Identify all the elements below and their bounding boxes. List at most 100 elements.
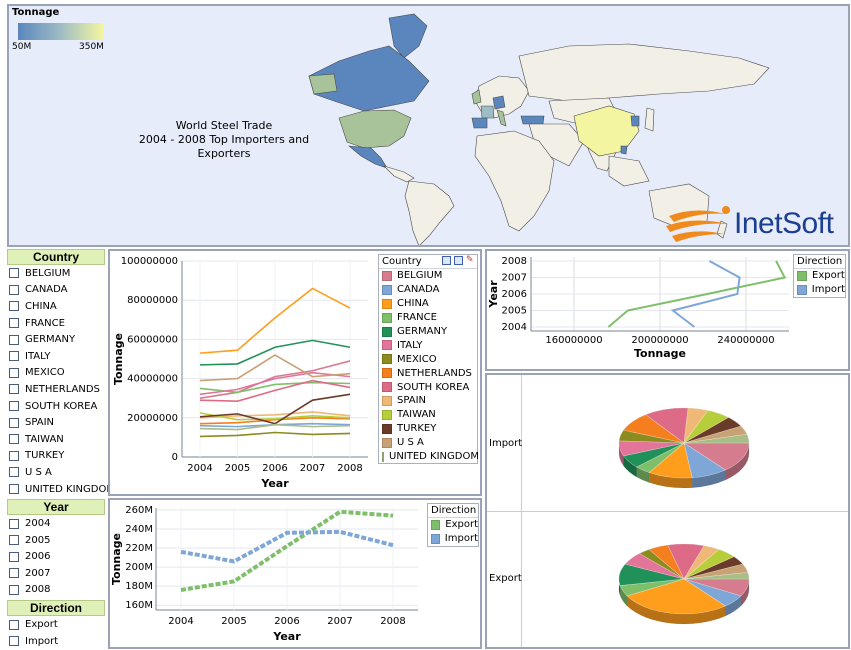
legend-item[interactable]: ITALY (379, 338, 477, 352)
x-tick-label: 2004 (168, 616, 193, 627)
series-line (199, 431, 351, 438)
direction-pie-chart[interactable] (487, 375, 848, 647)
map-region-spain (471, 117, 488, 129)
checkbox-icon[interactable] (9, 417, 19, 428)
pie-slice (645, 407, 689, 444)
series-line (199, 379, 351, 402)
legend-item[interactable]: FRANCE (379, 311, 477, 325)
legend-label: SPAIN (397, 395, 427, 407)
filter-item-year[interactable]: 2006 (7, 549, 105, 566)
x-axis-label: Year (272, 630, 301, 643)
checkbox-icon[interactable] (9, 568, 19, 579)
country-tonnage-chart[interactable]: 0 20000000 40000000 60000000 80000000 1000000… (110, 251, 480, 494)
filter-item-country[interactable]: NETHERLANDS (7, 381, 105, 398)
filter-item-year[interactable]: 2007 (7, 565, 105, 582)
filter-item-year[interactable]: 2008 (7, 582, 105, 599)
filter-item-country[interactable]: CHINA (7, 298, 105, 315)
filter-item-country[interactable]: TURKEY (7, 448, 105, 465)
checkbox-icon[interactable] (9, 535, 19, 546)
edit-icon[interactable]: ✎ (466, 255, 474, 265)
filter-item-country[interactable]: U S A (7, 464, 105, 481)
filter-item-country[interactable]: UNITED KINGDOM (7, 481, 115, 498)
series-line (180, 509, 394, 592)
legend-item[interactable]: TAIWAN (379, 408, 477, 422)
window-icon[interactable] (454, 256, 463, 265)
checkbox-icon[interactable] (9, 619, 19, 630)
checkbox-icon[interactable] (9, 434, 19, 445)
legend-item[interactable]: BELGIUM (379, 269, 477, 283)
checkbox-icon[interactable] (9, 401, 19, 412)
direction-chart-legend[interactable]: Direction Export Import (427, 503, 479, 547)
filter-item-country[interactable]: TAIWAN (7, 431, 105, 448)
legend-item[interactable]: Export (428, 518, 478, 532)
checkbox-icon[interactable] (9, 301, 19, 312)
legend-label: NETHERLANDS (397, 367, 472, 379)
country-chart-legend[interactable]: Country ✎ BELGIUM CANADA CHINA FRANCE GERMAN… (378, 254, 479, 465)
filter-item-country[interactable]: CANADA (7, 282, 105, 299)
checkbox-icon[interactable] (9, 334, 19, 345)
legend-swatch (382, 451, 384, 462)
checkbox-icon[interactable] (9, 636, 19, 647)
map-legend-title: Tonnage (12, 7, 60, 18)
legend-item[interactable]: U S A (379, 436, 477, 450)
checkbox-icon[interactable] (9, 284, 19, 295)
year-chart-legend[interactable]: Direction Export Import (793, 254, 846, 298)
pie-slice (626, 578, 727, 615)
y-tick-label: 2004 (502, 322, 527, 333)
checkbox-icon[interactable] (9, 551, 19, 562)
filter-item-label: BELGIUM (25, 267, 71, 279)
checkbox-icon[interactable] (9, 450, 19, 461)
checkbox-icon[interactable] (9, 467, 19, 478)
checkbox-icon[interactable] (9, 484, 19, 495)
pie-slice (683, 442, 727, 479)
filter-item-direction[interactable]: Export (7, 616, 105, 633)
filter-item-label: FRANCE (25, 317, 65, 329)
filter-item-country[interactable]: BELGIUM (7, 265, 105, 282)
checkbox-icon[interactable] (9, 268, 19, 279)
legend-item[interactable]: GERMANY (379, 325, 477, 339)
filter-panel: Country BELGIUM CANADA CHINA FRANCE GERM… (7, 249, 115, 650)
world-map[interactable] (9, 6, 850, 247)
legend-item[interactable]: Import (794, 283, 845, 297)
checkbox-icon[interactable] (9, 584, 19, 595)
legend-item[interactable]: Import (428, 532, 478, 546)
x-tick-label: 2007 (327, 616, 352, 627)
filter-item-country[interactable]: ITALY (7, 348, 105, 365)
legend-item[interactable]: CHINA (379, 297, 477, 311)
legend-item[interactable]: SPAIN (379, 394, 477, 408)
checkbox-icon[interactable] (9, 318, 19, 329)
year-vs-tonnage-chart[interactable]: 2004 2005 2006 2007 2008 160000000 200000000 24… (487, 251, 848, 369)
direction-tonnage-chart[interactable]: 160M 180M 200M 220M 240M 260M 2004 2005 2006 2007… (110, 500, 480, 647)
legend-item[interactable]: TURKEY (379, 422, 477, 436)
table-view-icon[interactable] (442, 256, 451, 265)
filter-item-country[interactable]: FRANCE (7, 315, 105, 332)
legend-item[interactable]: SOUTH KOREA (379, 380, 477, 394)
pie-slice (618, 563, 685, 586)
legend-label: TURKEY (397, 423, 437, 435)
filter-item-country[interactable]: SOUTH KOREA (7, 398, 105, 415)
legend-item[interactable]: Export (794, 269, 845, 283)
filter-item-direction[interactable]: Import (7, 633, 105, 650)
filter-item-country[interactable]: GERMANY (7, 331, 105, 348)
filter-item-country[interactable]: MEXICO (7, 365, 105, 382)
y-tick-label: 40000000 (127, 374, 178, 385)
checkbox-icon[interactable] (9, 351, 19, 362)
legend-item[interactable]: MEXICO (379, 352, 477, 366)
filter-item-year[interactable]: 2004 (7, 515, 105, 532)
checkbox-icon[interactable] (9, 384, 19, 395)
filter-item-country[interactable]: SPAIN (7, 414, 105, 431)
checkbox-icon[interactable] (9, 518, 19, 529)
legend-item[interactable]: NETHERLANDS (379, 366, 477, 380)
legend-label: U S A (397, 437, 424, 449)
filter-item-label: TURKEY (25, 450, 65, 462)
filter-item-year[interactable]: 2005 (7, 532, 105, 549)
brand-logo: InetSoft (664, 204, 848, 245)
y-tick-label: 160M (125, 600, 153, 611)
legend-item[interactable]: CANADA (379, 283, 477, 297)
map-legend-gradient (18, 23, 103, 40)
checkbox-icon[interactable] (9, 367, 19, 378)
legend-item[interactable]: UNITED KINGDOM (379, 450, 479, 464)
pie-slice-side (691, 469, 726, 488)
filter-item-label: CHINA (25, 300, 57, 312)
map-title-line-3: Exporters (197, 147, 251, 160)
